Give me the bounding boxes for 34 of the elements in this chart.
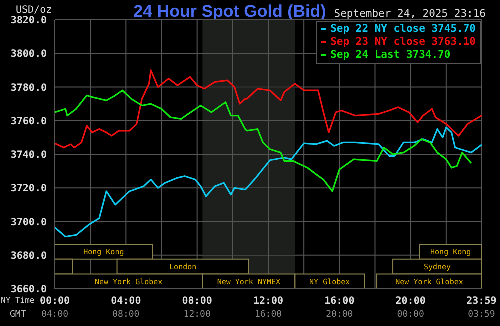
x-tick-label: 04:00: [111, 296, 142, 308]
y-tick-label: 3780.0: [10, 82, 47, 94]
legend-label: Sep 23 NY close 3763.10: [330, 36, 476, 49]
line-series: [55, 90, 472, 192]
y-tick-label: 3720.0: [10, 184, 47, 195]
x-tick-label: 08:00: [182, 296, 212, 308]
x-axis-title: NY Time: [1, 296, 35, 305]
x-tick-label: 20:00: [396, 296, 426, 308]
x2-tick-label: 16:00: [254, 310, 282, 320]
y-tick-label: 3800.0: [10, 49, 47, 60]
y-axis-title: USD/oz: [16, 5, 52, 16]
y-tick-label: 3680.0: [10, 250, 47, 262]
x2-tick-label: 08:00: [112, 310, 140, 320]
y-tick-label: 3660.0: [10, 284, 47, 296]
x2-tick-label: 00:00: [397, 310, 424, 320]
y-tick-label: 3820.0: [10, 16, 47, 27]
x-tick-label: 16:00: [324, 296, 355, 308]
line-series: [55, 126, 482, 238]
x2-tick-label: 04:00: [41, 310, 69, 320]
legend-label: Sep 24 Last 3734.70: [330, 49, 452, 62]
x-tick-label: 00:00: [40, 296, 70, 308]
line-series: [55, 70, 482, 149]
x2-tick-label: 20:00: [326, 310, 354, 320]
x-tick-label: 12:00: [253, 296, 284, 308]
y-tick-label: 3760.0: [10, 116, 47, 128]
legend-label: Sep 22 NY close 3745.70: [330, 23, 476, 36]
x2-tick-label: 12:00: [184, 310, 211, 320]
x-tick-label: 23:59: [466, 296, 497, 308]
y-tick-label: 3700.0: [10, 217, 47, 228]
x2-axis-title: GMT: [10, 310, 26, 320]
y-tick-label: 3740.0: [10, 150, 47, 162]
annotation: September 24, 2025 23:16: [334, 8, 486, 20]
chart-title: 24 Hour Spot Gold (Bid): [134, 2, 326, 21]
x2-tick-label: 03:59: [468, 310, 496, 320]
